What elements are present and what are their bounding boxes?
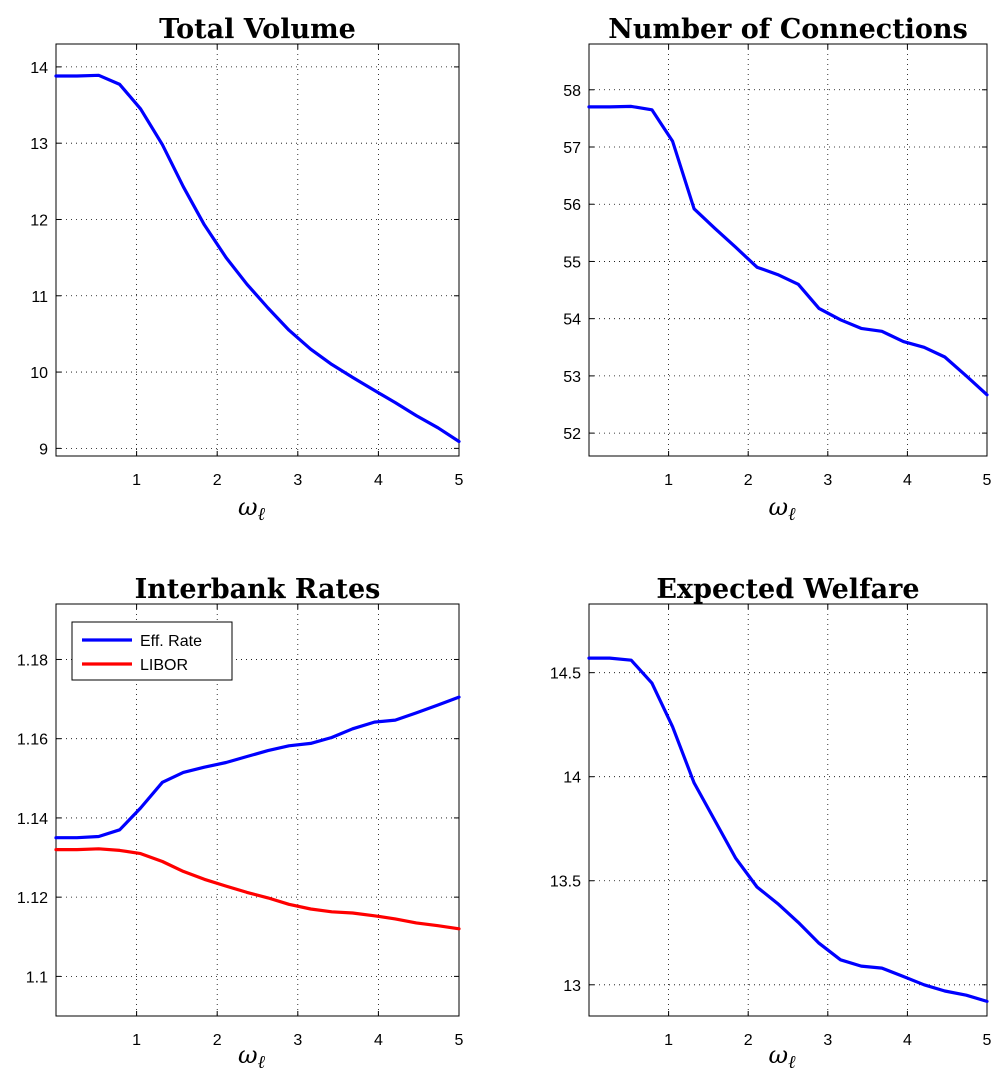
y-tick-label: 1.12 (17, 890, 48, 907)
x-axis-label-main: ω (768, 493, 788, 521)
x-tick-label: 3 (293, 472, 302, 489)
x-tick-label: 3 (823, 1032, 832, 1049)
x-tick-label: 5 (455, 472, 464, 489)
series-line-eff-rate (54, 695, 461, 840)
y-tick-label: 12 (30, 212, 48, 229)
x-axis-label: ωℓ (768, 1041, 796, 1068)
chart-panel-4: Expected Welfare 1 2 3 4 5 13 13.5 14 14.5 ωℓ (550, 574, 992, 1068)
x-axis-label-subscript: ℓ (788, 1052, 796, 1068)
chart-title: Total Volume (159, 14, 356, 45)
legend: Eff. Rate LIBOR (71, 621, 233, 681)
chart-title: Number of Connections (608, 14, 968, 45)
y-tick-label: 10 (30, 365, 48, 382)
chart-title: Expected Welfare (656, 574, 919, 605)
y-tick-label: 54 (563, 312, 581, 329)
x-tick-label: 5 (983, 1032, 992, 1049)
legend-box (71, 621, 233, 681)
x-tick-label: 4 (903, 1032, 912, 1049)
x-axis-label: ωℓ (238, 1041, 266, 1068)
y-tick-label: 13 (30, 136, 48, 153)
y-tick-label: 1.1 (26, 969, 48, 986)
x-tick-label: 1 (664, 1032, 673, 1049)
x-axis-label: ωℓ (768, 493, 796, 525)
x-tick-label: 3 (823, 472, 832, 489)
y-tick-label: 58 (563, 83, 581, 100)
legend-label: Eff. Rate (140, 633, 202, 650)
x-tick-label: 4 (903, 472, 912, 489)
series-line (54, 73, 461, 444)
series-line (587, 104, 989, 397)
x-tick-label: 1 (132, 1032, 141, 1049)
y-tick-label: 57 (563, 140, 581, 157)
y-tick-label: 1.18 (17, 652, 48, 669)
x-tick-label: 4 (374, 472, 383, 489)
legend-label: LIBOR (140, 657, 188, 674)
y-tick-label: 14.5 (550, 666, 581, 683)
y-tick-label: 1.16 (17, 732, 48, 749)
x-tick-label: 5 (455, 1032, 464, 1049)
x-axis-label: ωℓ (238, 493, 266, 525)
x-tick-label: 2 (744, 1032, 753, 1049)
x-axis-label-main: ω (768, 1041, 788, 1068)
y-tick-label: 53 (563, 369, 581, 386)
chart-title: Interbank Rates (135, 574, 381, 605)
plot-frame (55, 603, 460, 1017)
plot-frame (588, 43, 988, 457)
x-axis-label-subscript: ℓ (258, 504, 266, 525)
y-tick-label: 55 (563, 254, 581, 271)
x-tick-label: 2 (213, 472, 222, 489)
y-tick-label: 11 (31, 289, 48, 306)
y-tick-label: 14 (563, 770, 581, 787)
y-tick-label: 56 (563, 197, 581, 214)
y-tick-label: 13.5 (550, 874, 581, 891)
chart-panel-3: Interbank Rates 1 2 3 4 5 1.1 1.12 1.14 1.16 1.18 ω… (17, 574, 464, 1068)
y-tick-label: 1.14 (17, 811, 48, 828)
y-tick-label: 13 (563, 978, 581, 995)
x-tick-label: 1 (132, 472, 141, 489)
x-tick-label: 2 (744, 472, 753, 489)
plot-frame (55, 43, 460, 457)
x-tick-label: 4 (374, 1032, 383, 1049)
x-axis-label-main: ω (238, 1041, 258, 1068)
y-tick-label: 52 (563, 426, 581, 443)
y-tick-label: 9 (39, 441, 48, 458)
x-axis-label-subscript: ℓ (258, 1052, 266, 1068)
x-tick-label: 2 (213, 1032, 222, 1049)
x-axis-label-main: ω (238, 493, 258, 521)
plot-frame (588, 603, 988, 1017)
x-axis-label-subscript: ℓ (788, 504, 796, 525)
series-line (587, 656, 989, 1004)
x-tick-label: 1 (664, 472, 673, 489)
series-line-libor (54, 847, 461, 931)
y-tick-label: 14 (30, 60, 48, 77)
chart-panel-2: Number of Connections 1 2 3 4 5 52 53 54 55 56 57 58… (563, 14, 991, 525)
x-tick-label: 5 (983, 472, 992, 489)
x-tick-label: 3 (293, 1032, 302, 1049)
